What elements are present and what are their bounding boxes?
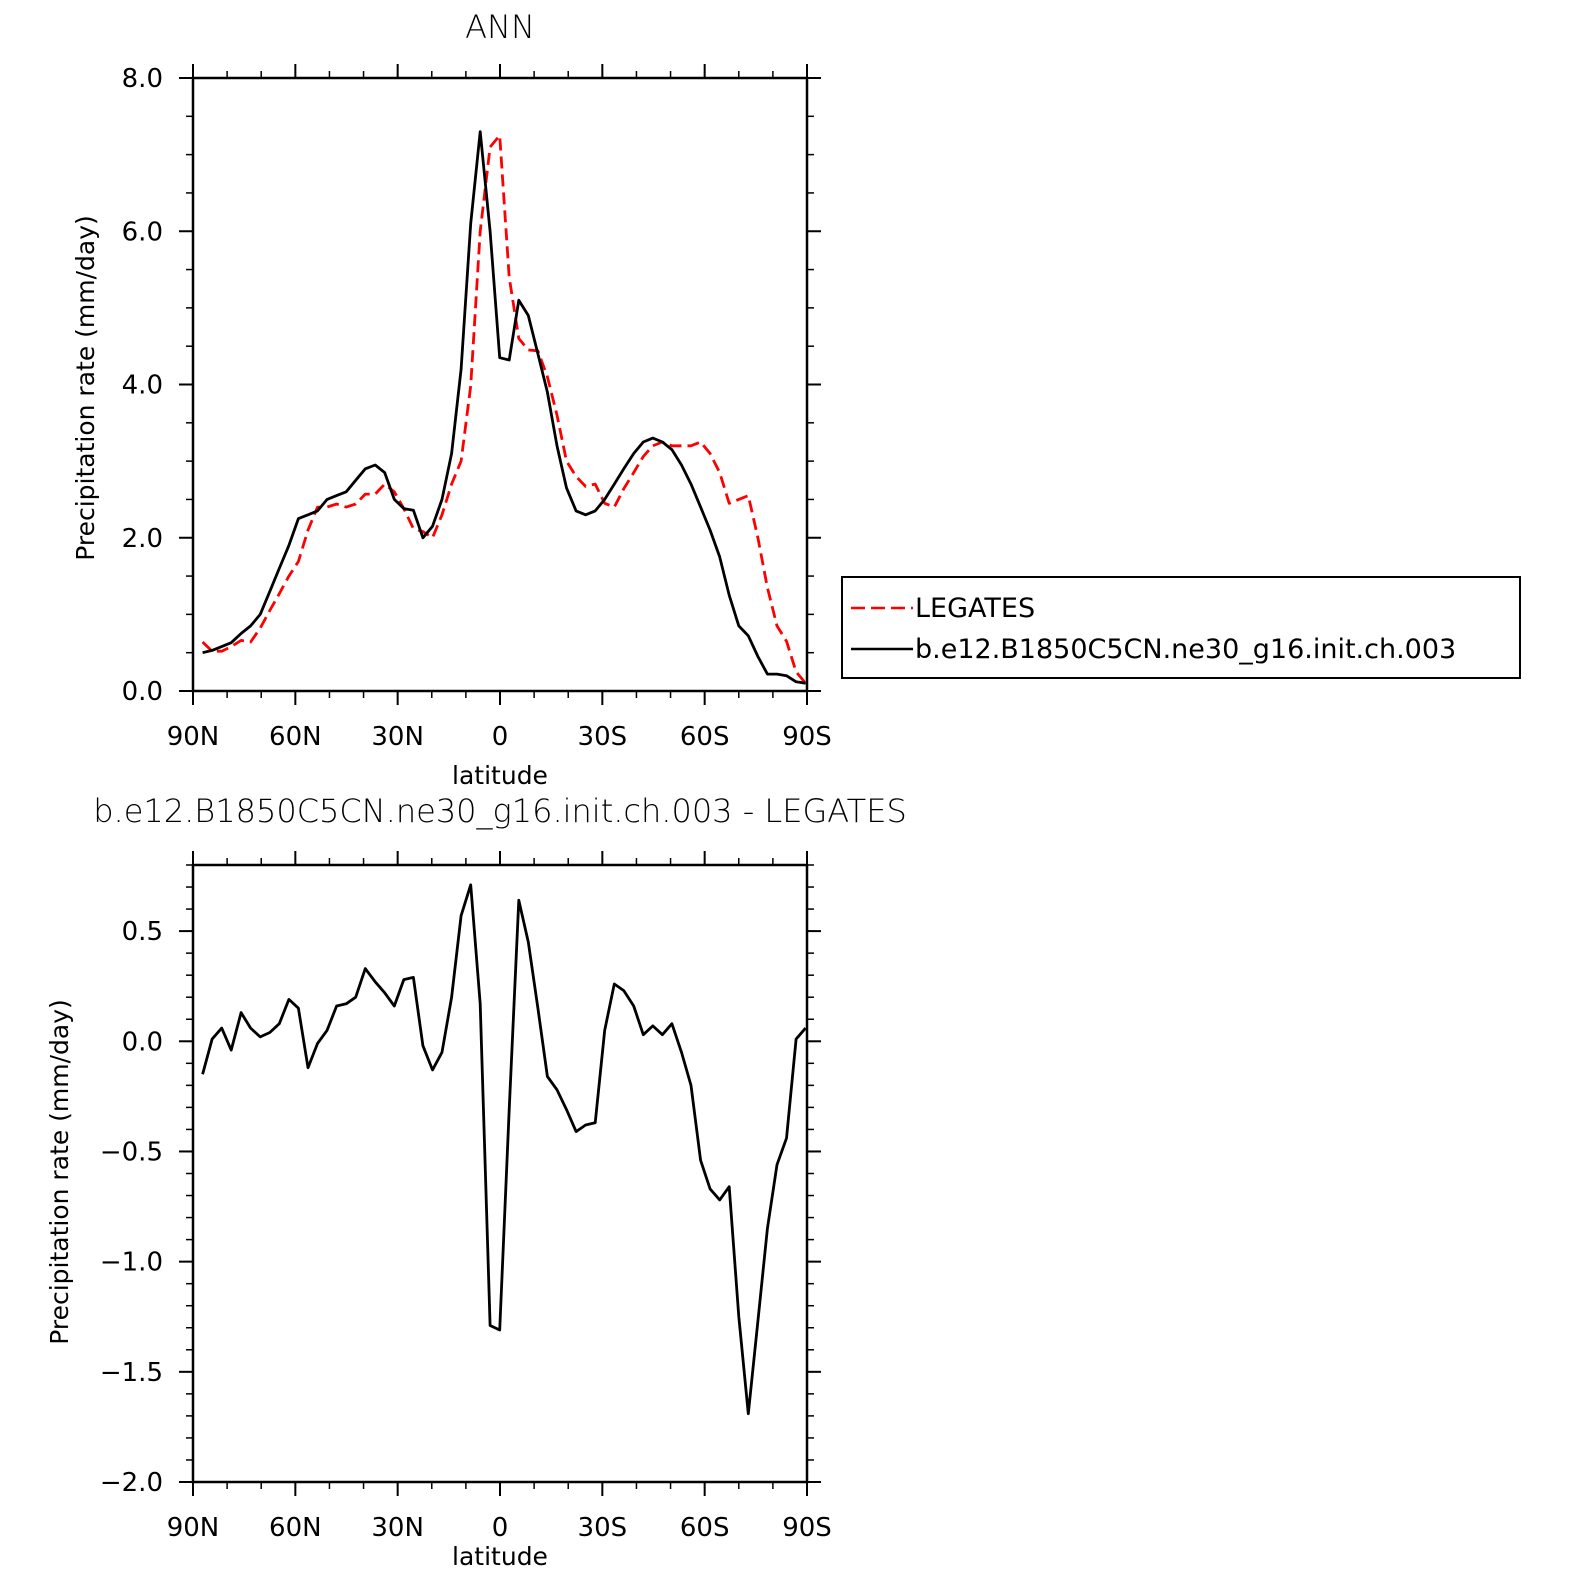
bottom-x-tick-label: 60S: [680, 1513, 730, 1543]
top-y-axis-label: Precipitation rate (mm/day): [71, 215, 100, 561]
top-series-line-1: [202, 130, 806, 685]
bottom-x-tick-label: 0: [492, 1513, 509, 1543]
top-y-tick-label: 0.0: [122, 677, 163, 707]
bottom-chart-title: b.e12.B1850C5CN.ne30_g16.init.ch.003 - L…: [93, 792, 907, 830]
bottom-x-tick-label: 60N: [269, 1513, 322, 1543]
bottom-x-tick-label: 30N: [371, 1513, 424, 1543]
top-y-tick-label: 4.0: [122, 371, 163, 401]
top-x-tick-label: 60S: [680, 722, 730, 752]
bottom-series-line-0: [201, 883, 807, 1416]
bottom-x-tick-label: 90N: [167, 1513, 220, 1543]
bottom-y-tick-label: −1.5: [100, 1358, 163, 1388]
legend-label-legates: LEGATES: [915, 593, 1035, 624]
top-x-tick-label: 0: [492, 722, 509, 752]
legend: LEGATES b.e12.B1850C5CN.ne30_g16.init.ch…: [841, 576, 1521, 679]
bottom-y-tick-label: 0.0: [122, 1027, 163, 1057]
top-frame: [191, 76, 809, 693]
top-x-tick-label: 90S: [782, 722, 832, 752]
bottom-y-tick-label: −1.0: [100, 1248, 163, 1278]
top-x-tick-label: 30S: [578, 722, 628, 752]
top-x-tick-label: 90N: [167, 722, 220, 752]
bottom-y-axis-label: Precipitation rate (mm/day): [45, 999, 74, 1345]
top-x-tick-label: 60N: [269, 722, 322, 752]
top-x-tick-label: 30N: [371, 722, 424, 752]
top-y-tick-label: 6.0: [122, 217, 163, 247]
bottom-y-tick-label: −2.0: [100, 1468, 163, 1498]
legend-label-model: b.e12.B1850C5CN.ne30_g16.init.ch.003: [915, 634, 1456, 665]
top-x-axis-label: latitude: [452, 761, 548, 790]
bottom-x-tick-label: 30S: [578, 1513, 628, 1543]
top-y-tick-label: 2.0: [122, 524, 163, 554]
top-y-tick-label: 8.0: [122, 64, 163, 94]
bottom-y-tick-label: 0.5: [122, 917, 163, 947]
top-series-line-0: [201, 134, 807, 685]
bottom-x-axis-label: latitude: [452, 1542, 548, 1571]
legend-box: [841, 576, 1521, 679]
top-chart: ANN 90N 60N 30N 0 30S 60S 90S 0.0 2.0 4.0 6.0 8.0 l…: [71, 8, 832, 790]
top-chart-plot-area: 90N 60N 30N 0 30S 60S 90S 0.0 2.0 4.0 6.0 8.0: [122, 64, 832, 752]
top-chart-title: ANN: [465, 8, 535, 46]
bottom-y-tick-label: −0.5: [100, 1137, 163, 1167]
bottom-x-tick-label: 90S: [782, 1513, 832, 1543]
bottom-chart: b.e12.B1850C5CN.ne30_g16.init.ch.003 - L…: [45, 792, 907, 1571]
bottom-chart-plot-area: 90N 60N 30N 0 30S 60S 90S 0.5 0.0 −0.5 −1.0 −1.5 −2.…: [100, 851, 832, 1543]
bottom-frame: [191, 863, 809, 1484]
